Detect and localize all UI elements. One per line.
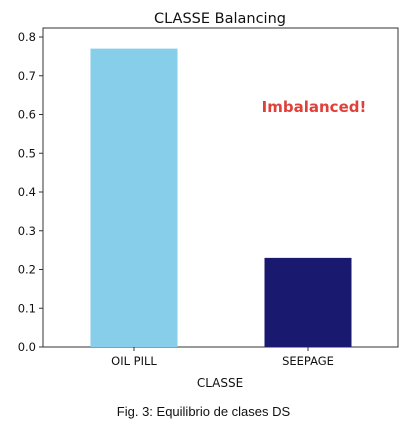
x-tick-label: SEEPAGE [282,354,334,368]
y-tick-label: 0.8 [18,30,36,44]
y-tick-label: 0.0 [18,340,36,354]
figure-caption: Fig. 3: Equilibrio de clases DS [116,404,291,419]
bars [90,48,352,347]
y-tick-label: 0.1 [18,301,36,315]
x-tick-label: OIL PILL [111,354,157,368]
y-tick-label: 0.5 [18,146,36,160]
y-tick-label: 0.3 [18,224,36,238]
bar-oil-pill [90,48,178,347]
y-tick-label: 0.7 [18,69,36,83]
y-tick-label: 0.4 [18,185,36,199]
plot-area [42,27,399,348]
y-tick-label: 0.6 [18,108,36,122]
x-axis-label: CLASSE [197,376,243,390]
x-axis-ticks: OIL PILL SEEPAGE [111,347,334,368]
chart-title: CLASSE Balancing [154,11,286,27]
y-axis-ticks: 0.0 0.1 0.2 0.3 0.4 0.5 0.6 0.7 0.8 [18,30,43,354]
y-tick-label: 0.2 [18,263,36,277]
bar-seepage [264,257,352,347]
annotation-imbalanced: Imbalanced! [262,98,367,116]
